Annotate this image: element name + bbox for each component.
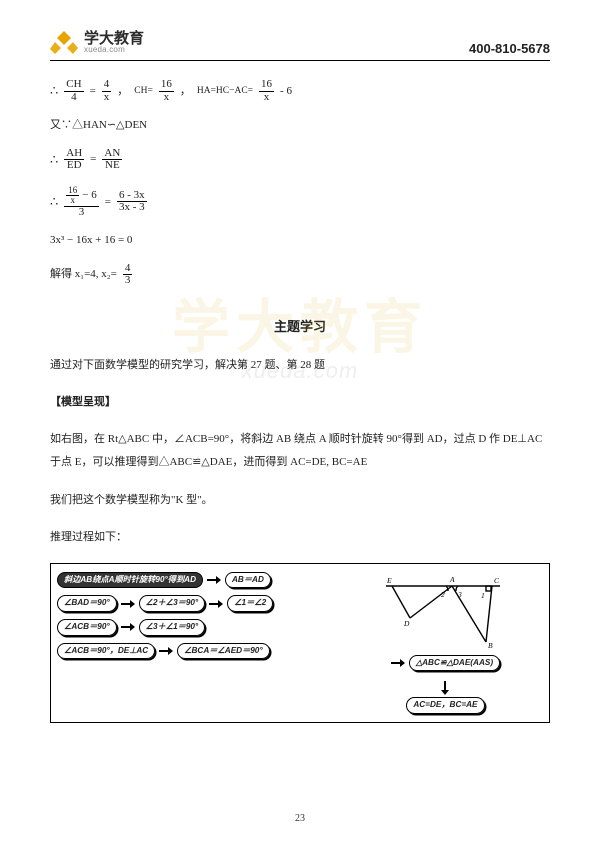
svg-text:1: 1 [481,591,485,600]
svg-text:A: A [449,575,455,584]
arrow-right-icon [209,600,223,608]
arrow-down-icon [441,681,449,695]
geometry-diagram: E A C D B 2 3 1 [380,572,510,650]
logo: 学大教育 xueda.com [50,28,144,56]
equation-line-6: 解得 x₁=4, x₂= 43 [50,263,550,287]
flow-box: ∠BCA＝∠AED＝90° [177,643,269,660]
model-label: 【模型呈现】 [50,391,550,414]
equation-line-5: 3x³ − 16x + 16 = 0 [50,232,550,249]
arrow-right-icon [121,623,135,631]
equation-line-1: ∴ CH4 = 4x ， CH= 16x ， HA=HC−AC= 16x - 6 [50,79,550,103]
arrow-right-icon [391,659,405,667]
flow-box: ∠ACB＝90° [57,619,117,636]
flowchart-left: 斜边AB绕点A顺时针旋转90°得到AD AB＝AD ∠BAD＝90° ∠2＋∠3… [57,572,340,714]
svg-text:2: 2 [441,590,445,599]
logo-text-cn: 学大教育 [84,31,144,46]
flow-box: AB＝AD [225,572,271,589]
flow-box: ∠2＋∠3＝90° [139,595,206,612]
header-phone: 400-810-5678 [469,41,550,56]
model-desc: 如右图，在 Rt△ABC 中，∠ACB=90°，将斜边 AB 绕点 A 顺时针旋… [50,428,550,474]
logo-text-en: xueda.com [84,46,144,54]
flowchart-right: E A C D B 2 3 1 △ABC≌△DAE(AAS) [348,572,543,714]
flow-box: ∠3＋∠1＝90° [139,619,206,636]
flowchart: 斜边AB绕点A顺时针旋转90°得到AD AB＝AD ∠BAD＝90° ∠2＋∠3… [50,563,550,723]
arrow-right-icon [207,576,221,584]
svg-text:C: C [494,576,500,585]
arrow-right-icon [121,600,135,608]
page-number: 23 [0,813,600,824]
section-intro: 通过对下面数学模型的研究学习，解决第 27 题、第 28 题 [50,354,550,377]
svg-text:D: D [403,619,410,628]
flow-box: ∠ACB＝90°，DE⊥AC [57,643,155,660]
model-name: 我们把这个数学模型称为"K 型"。 [50,489,550,512]
equation-line-3: ∴ AHED = ANNE [50,148,550,172]
flow-box: AC=DE，BC=AE [406,697,484,714]
flow-box: ∠BAD＝90° [57,595,117,612]
math-content: ∴ CH4 = 4x ， CH= 16x ， HA=HC−AC= 16x - 6… [50,79,550,723]
flow-box: ∠1＝∠2 [227,595,273,612]
equation-line-2: 又∵△HAN∽△DEN [50,117,550,134]
page-header: 学大教育 xueda.com 400-810-5678 [50,28,550,61]
equation-line-4: ∴ 16x − 6 3 = 6 - 3x3x - 3 [50,186,550,218]
svg-text:E: E [386,576,392,585]
logo-icon [50,28,78,56]
svg-text:B: B [488,641,493,650]
proof-label: 推理过程如下： [50,526,550,549]
flow-box: △ABC≌△DAE(AAS) [409,655,500,672]
svg-text:3: 3 [457,590,462,599]
section-title: 主题学习 [50,317,550,337]
arrow-right-icon [159,647,173,655]
flow-box: 斜边AB绕点A顺时针旋转90°得到AD [57,572,203,589]
